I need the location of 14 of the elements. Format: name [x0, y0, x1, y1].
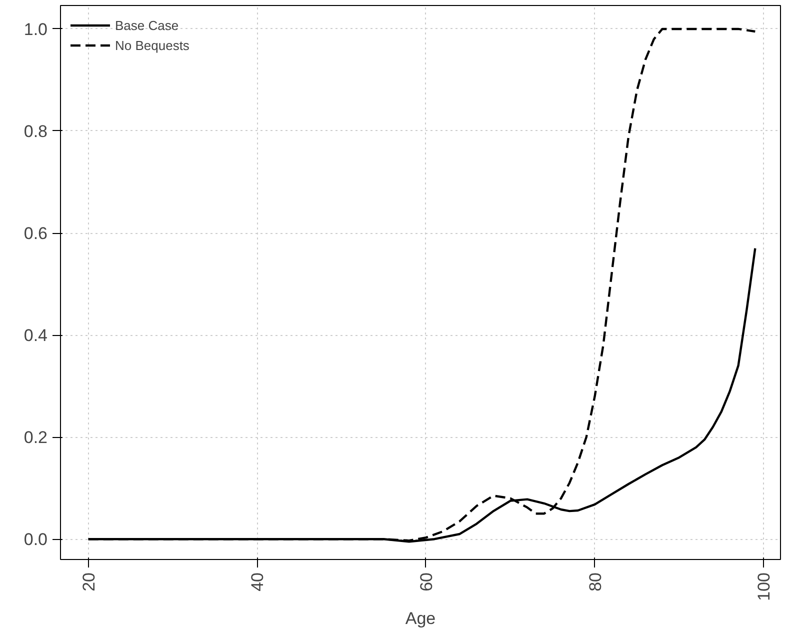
x-axis-title: Age — [405, 608, 436, 628]
y-tick-label: 0.0 — [24, 530, 48, 550]
x-tick-label: 40 — [248, 572, 268, 592]
x-tick-label: 100 — [754, 572, 774, 601]
x-tick-label: 60 — [416, 572, 436, 592]
y-tick-label: 0.8 — [24, 122, 48, 141]
y-tick-label: 0.4 — [24, 326, 48, 346]
legend-label: Base Case — [115, 18, 179, 32]
x-tick-label: 20 — [79, 572, 98, 592]
y-tick-label: 1.0 — [24, 20, 48, 39]
y-tick-label: 0.6 — [24, 224, 48, 244]
legend-label: No Bequests — [115, 38, 190, 52]
y-tick-label: 0.2 — [24, 428, 48, 448]
x-tick-label: 80 — [586, 572, 605, 592]
